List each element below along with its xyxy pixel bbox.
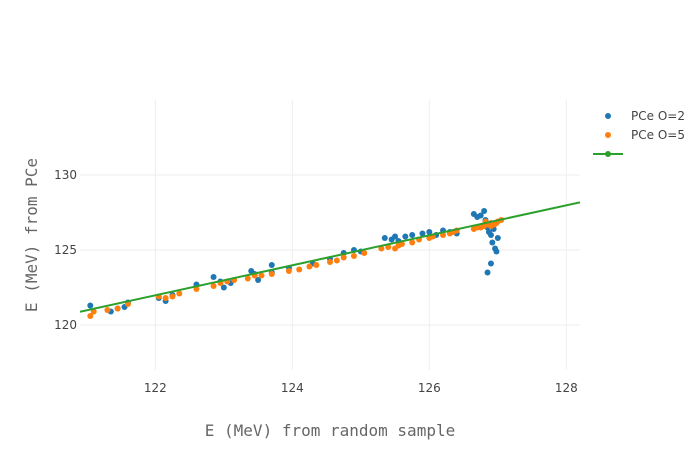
data-point: [481, 208, 488, 214]
x-tick-label: 126: [418, 381, 441, 395]
data-point: [489, 239, 496, 246]
data-point: [426, 229, 433, 235]
data-point: [306, 263, 313, 270]
data-point: [176, 290, 183, 297]
data-point: [487, 232, 494, 238]
y-tick-label: 120: [54, 318, 77, 332]
data-point: [361, 250, 368, 256]
data-point: [419, 230, 426, 237]
data-point: [210, 274, 217, 280]
x-axis-title: E (MeV) from random sample: [205, 421, 455, 440]
legend-item[interactable]: PCe O=5: [605, 128, 685, 142]
y-tick-label: 125: [54, 243, 77, 257]
data-point: [487, 223, 494, 229]
data-point: [487, 260, 494, 267]
data-point: [333, 257, 340, 264]
data-point: [220, 284, 227, 291]
x-tick-label: 124: [281, 381, 304, 395]
data-point: [409, 239, 416, 246]
data-point: [477, 212, 484, 219]
data-point: [381, 235, 388, 241]
data-point: [87, 302, 94, 309]
legend-swatch: [605, 132, 611, 138]
legend-label: PCe O=5: [631, 128, 685, 142]
legend-item[interactable]: [593, 151, 623, 157]
data-point: [104, 307, 111, 313]
data-point: [392, 233, 399, 240]
data-point: [409, 232, 416, 238]
data-point: [114, 305, 121, 312]
legend-swatch: [605, 113, 611, 119]
data-point: [493, 248, 500, 255]
data-point: [494, 235, 501, 241]
data-point: [268, 271, 275, 277]
x-tick-label: 128: [555, 381, 578, 395]
data-point: [402, 233, 409, 240]
data-point: [244, 275, 251, 282]
y-axis-title: E (MeV) from PCe: [22, 158, 41, 312]
series-2: [80, 201, 580, 313]
data-point: [285, 268, 292, 274]
plot-area: [80, 201, 580, 319]
data-point: [350, 253, 357, 259]
legend[interactable]: PCe O=2 PCe O=5: [593, 109, 685, 157]
x-tick-label: 122: [144, 381, 167, 395]
y-tick-label: 130: [54, 168, 77, 182]
data-point: [313, 262, 320, 268]
data-point: [169, 293, 176, 300]
data-point: [87, 313, 94, 319]
data-point: [255, 277, 262, 283]
data-point: [484, 269, 491, 276]
data-point: [340, 254, 347, 261]
data-point: [296, 266, 303, 273]
tick-labels: 122 124 126 128 120 125 130: [54, 168, 578, 395]
legend-label: PCe O=2: [631, 109, 685, 123]
legend-item[interactable]: PCe O=2: [605, 109, 685, 123]
data-point: [162, 295, 169, 301]
data-point: [258, 272, 265, 279]
grid: [80, 100, 580, 370]
fit-line: [80, 201, 580, 313]
data-point: [268, 262, 275, 268]
legend-swatch-marker: [605, 151, 611, 157]
series-0: [87, 208, 501, 315]
data-point: [210, 283, 217, 289]
data-point: [327, 259, 333, 265]
